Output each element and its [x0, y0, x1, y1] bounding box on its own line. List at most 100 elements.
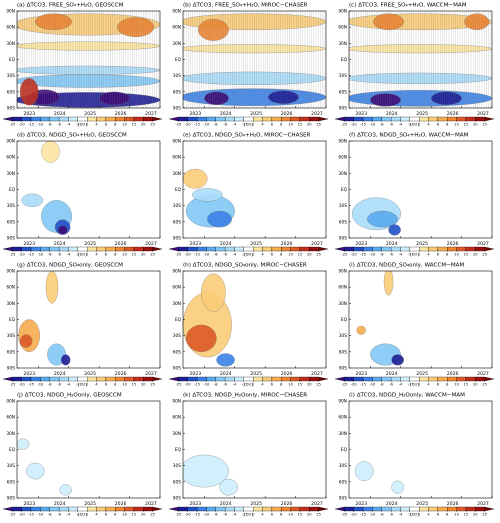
y-tick-label: 60S: [7, 349, 15, 355]
x-tick-label: 2024: [220, 371, 232, 377]
colorbar-label: -2: [242, 383, 246, 387]
panel: (i) ΔTCO3, NDGD_SO₄only, WACCM−MAM 90S 60S…: [334, 263, 495, 387]
colorbar-label: 4: [427, 253, 430, 257]
y-tick-label: 90S: [7, 366, 15, 372]
y-tick-label: 30S: [339, 463, 347, 469]
x-tick-label: 2026: [447, 241, 459, 247]
y-tick-label: 30N: [6, 41, 15, 47]
colorbar-box: [68, 506, 78, 512]
colorbar-box: [187, 116, 198, 122]
colorbar-label: -20: [351, 383, 358, 387]
colorbar-box: [281, 376, 291, 382]
x-tick-label: 2023: [355, 241, 367, 247]
colorbar-box: [133, 506, 144, 512]
y-tick-label: 60S: [339, 479, 347, 485]
colorbar-label: 20: [141, 253, 146, 257]
colorbar-label: 25: [482, 123, 487, 127]
colorbar-box: [115, 506, 125, 512]
y-tick-label: 90S: [339, 366, 347, 372]
colorbar-label: -20: [351, 253, 358, 257]
contour-region: [391, 480, 404, 494]
x-tick-label: 2027: [145, 371, 157, 377]
colorbar-box: [30, 376, 41, 382]
colorbar-box: [456, 246, 467, 252]
y-tick-label: 60N: [6, 285, 15, 291]
contour-region: [17, 41, 160, 51]
panel-title: (i) ΔTCO3, NDGD_SO₄only, WACCM−MAM: [349, 263, 464, 269]
colorbar-label: 2: [418, 383, 420, 387]
colorbar-label: 2: [252, 513, 254, 517]
panel: (e) ΔTCO3, NDGD_SO₄+H₂O, MIROC−CHASER 90S…: [168, 133, 329, 257]
colorbar-label: 15: [464, 123, 469, 127]
colorbar-end: [334, 116, 345, 122]
y-tick-label: 90S: [173, 366, 181, 372]
y-tick-label: 60N: [6, 155, 15, 161]
colorbar-box: [447, 116, 457, 122]
contour-region: [356, 325, 366, 335]
colorbar-label: -15: [194, 513, 200, 517]
colorbar-box: [409, 376, 420, 382]
colorbar-end: [152, 246, 163, 252]
colorbar-label: 8: [446, 123, 449, 127]
colorbar-box: [87, 376, 97, 382]
x-tick-label: 2023: [23, 371, 35, 377]
colorbar-label: 15: [298, 383, 303, 387]
field: [349, 11, 492, 108]
colorbar-box: [271, 116, 282, 122]
colorbar-box: [475, 116, 485, 122]
colorbar-box: [372, 506, 382, 512]
x-tick-label: 2023: [23, 111, 35, 117]
colorbar-box: [353, 506, 364, 512]
x-tick-label: 2027: [311, 371, 323, 377]
colorbar-label: -2: [242, 513, 246, 517]
y-tick-label: 60N: [338, 415, 347, 421]
colorbar-label: 4: [261, 513, 264, 517]
colorbar-end: [168, 246, 179, 252]
y-tick-label: EQ: [175, 187, 182, 193]
y-tick-label: 60S: [173, 219, 181, 225]
contour-region: [59, 484, 72, 496]
colorbar-end: [152, 506, 163, 512]
colorbar-box: [77, 506, 88, 512]
contour-region: [391, 354, 404, 366]
contour-region: [57, 225, 68, 235]
colorbar-box: [21, 116, 32, 122]
y-tick-label: 90N: [172, 269, 181, 275]
colorbar-label: 6: [437, 253, 440, 257]
colorbar-label: -4: [67, 123, 71, 127]
colorbar-label: -25: [175, 383, 181, 387]
colorbar-label: -6: [57, 383, 61, 387]
x-tick-label: 2026: [281, 501, 293, 507]
colorbar-box: [234, 376, 244, 382]
colorbar-end: [484, 246, 495, 252]
colorbar-label: -15: [360, 253, 366, 257]
colorbar-label: -10: [37, 383, 44, 387]
colorbar-box: [437, 376, 448, 382]
colorbar-box: [400, 246, 410, 252]
x-tick-label: 2027: [477, 241, 489, 247]
y-tick-label: 60S: [7, 219, 15, 225]
colorbar-label: -2: [76, 383, 80, 387]
colorbar-box: [178, 376, 188, 382]
colorbar-box: [30, 246, 41, 252]
colorbar-box: [390, 506, 401, 512]
colorbar-box: [215, 506, 226, 512]
colorbar-label: -20: [351, 513, 358, 517]
colorbar-label: 4: [95, 383, 98, 387]
colorbar-label: 25: [482, 253, 487, 257]
colorbar-end: [318, 246, 329, 252]
colorbar-end: [318, 376, 329, 382]
y-tick-label: EQ: [341, 57, 348, 63]
colorbar-label: 6: [105, 123, 108, 127]
x-tick-label: 2025: [416, 111, 428, 117]
colorbar-box: [281, 246, 291, 252]
y-tick-label: 60N: [338, 25, 347, 31]
colorbar-box: [299, 506, 310, 512]
colorbar-box: [372, 246, 382, 252]
colorbar-box: [196, 376, 207, 382]
colorbar-box: [409, 116, 420, 122]
colorbar-box: [428, 376, 439, 382]
field: [351, 197, 401, 236]
colorbar-box: [143, 506, 153, 512]
field: [21, 141, 72, 235]
